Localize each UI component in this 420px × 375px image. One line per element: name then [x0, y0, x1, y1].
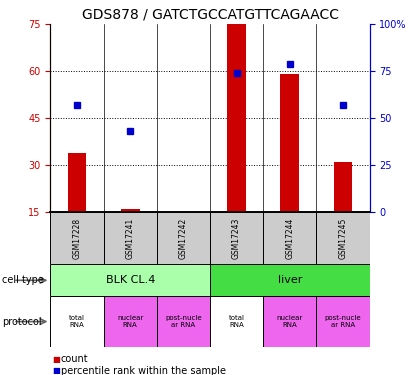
Bar	[263, 212, 316, 264]
Text: ■: ■	[52, 366, 60, 375]
Text: cell type: cell type	[2, 275, 44, 285]
Text: liver: liver	[278, 275, 302, 285]
Title: GDS878 / GATCTGCCATGTTCAGAACC: GDS878 / GATCTGCCATGTTCAGAACC	[81, 8, 339, 22]
Text: GSM17243: GSM17243	[232, 217, 241, 259]
Bar	[210, 264, 370, 296]
Bar	[227, 24, 246, 212]
Bar	[316, 296, 370, 347]
Text: GSM17242: GSM17242	[179, 217, 188, 259]
Text: ■: ■	[52, 355, 60, 364]
Text: percentile rank within the sample: percentile rank within the sample	[61, 366, 226, 375]
Bar	[157, 212, 210, 264]
Text: BLK CL.4: BLK CL.4	[105, 275, 155, 285]
Bar	[104, 296, 157, 347]
Bar	[50, 212, 104, 264]
Bar	[121, 209, 139, 212]
Text: GSM17245: GSM17245	[339, 217, 347, 259]
Text: post-nucle
ar RNA: post-nucle ar RNA	[325, 315, 361, 328]
Text: total
RNA: total RNA	[228, 315, 244, 328]
Text: protocol: protocol	[2, 316, 42, 327]
Text: total
RNA: total RNA	[69, 315, 85, 328]
Bar	[50, 264, 210, 296]
Bar	[334, 162, 352, 212]
Text: nuclear
RNA: nuclear RNA	[277, 315, 303, 328]
Bar	[316, 212, 370, 264]
Text: GSM17241: GSM17241	[126, 217, 135, 259]
Bar	[104, 212, 157, 264]
Bar	[157, 296, 210, 347]
Bar	[50, 296, 104, 347]
Text: GSM17228: GSM17228	[73, 217, 81, 259]
Text: post-nucle
ar RNA: post-nucle ar RNA	[165, 315, 202, 328]
Bar	[281, 74, 299, 212]
Bar	[210, 212, 263, 264]
Text: count: count	[61, 354, 89, 364]
Text: nuclear
RNA: nuclear RNA	[117, 315, 143, 328]
Text: GSM17244: GSM17244	[285, 217, 294, 259]
Bar	[263, 296, 316, 347]
Bar	[210, 296, 263, 347]
Bar	[68, 153, 87, 212]
